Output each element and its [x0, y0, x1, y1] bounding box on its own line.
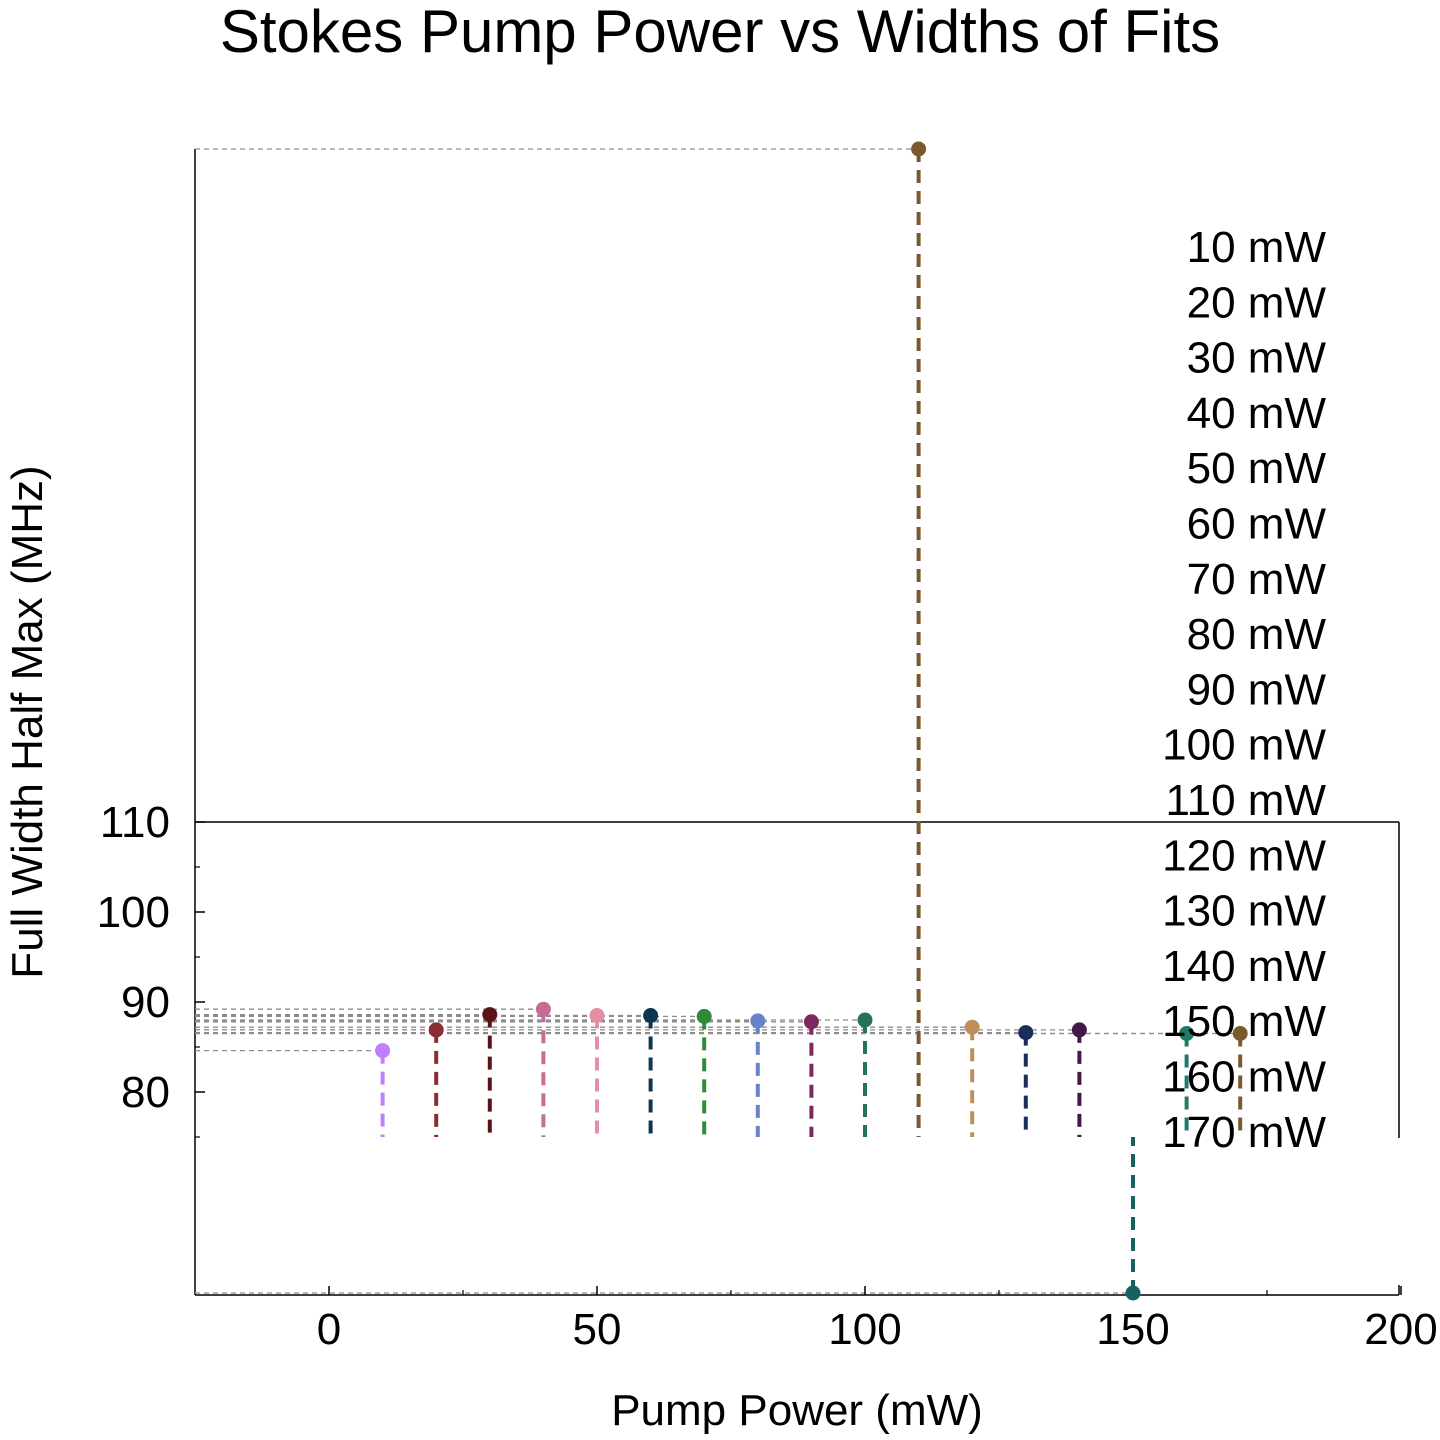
y-tick-label: 90: [121, 978, 170, 1027]
data-points: [375, 141, 1248, 1301]
x-tick-label: 100: [828, 1305, 901, 1354]
legend-entry: 120 mW: [1162, 831, 1326, 880]
data-point: [964, 1019, 980, 1035]
legend-entry: 100 mW: [1162, 721, 1326, 770]
legend-entry: 40 mW: [1187, 389, 1327, 438]
legend-entry: 170 mW: [1162, 1108, 1326, 1157]
x-tick-label: 200: [1364, 1305, 1437, 1354]
data-point: [1018, 1025, 1034, 1041]
legend-entry: 60 mW: [1187, 500, 1327, 549]
data-point: [911, 141, 927, 157]
data-point: [1071, 1022, 1087, 1038]
data-point: [1179, 1026, 1195, 1041]
x-axis-ticks: 0 50 100 150 200: [317, 1286, 1438, 1354]
data-point: [428, 1022, 444, 1038]
legend-entry: 20 mW: [1187, 278, 1327, 327]
legend-entry: 30 mW: [1187, 334, 1327, 383]
legend-entry: 50 mW: [1187, 444, 1327, 493]
data-stems: [380, 149, 1243, 1293]
chart-title: Stokes Pump Power vs Widths of Fits: [220, 0, 1220, 65]
data-point: [375, 1043, 391, 1059]
y-tick-label: 110: [100, 798, 170, 847]
data-point: [535, 1001, 551, 1017]
legend-entry: 140 mW: [1162, 942, 1326, 991]
legend-entry: 150 mW: [1162, 997, 1326, 1046]
data-point: [696, 1008, 712, 1024]
x-axis-label: Pump Power (mW): [611, 1386, 983, 1435]
data-point: [750, 1013, 766, 1029]
legend-entry: 80 mW: [1187, 610, 1327, 659]
data-point: [857, 1012, 873, 1028]
x-tick-label: 0: [317, 1305, 341, 1354]
y-tick-label: 80: [121, 1068, 170, 1117]
legend-entry: 10 mW: [1187, 223, 1327, 272]
guide-lines: [195, 148, 1241, 1294]
data-point: [643, 1008, 659, 1023]
y-axis-label: Full Width Half Max (MHz): [3, 465, 52, 978]
x-tick-label: 50: [573, 1305, 622, 1354]
legend-entry: 160 mW: [1162, 1053, 1326, 1102]
data-point: [482, 1007, 498, 1023]
data-point: [803, 1014, 819, 1030]
legend: 10 mW 20 mW 30 mW 40 mW 50 mW 60 mW 70 mW 80 mW…: [1162, 223, 1326, 1157]
legend-entry: 110 mW: [1165, 776, 1326, 825]
data-point: [1125, 1285, 1141, 1301]
legend-entry: 130 mW: [1162, 887, 1326, 936]
y-tick-label: 100: [97, 888, 170, 937]
legend-entry: 70 mW: [1187, 555, 1327, 604]
y-axis-ticks: 80 90 100 110: [97, 798, 205, 1138]
plot-frame: [194, 149, 1400, 1296]
data-point: [1232, 1026, 1248, 1041]
x-tick-label: 150: [1096, 1305, 1169, 1354]
data-point: [589, 1008, 605, 1023]
legend-entry: 90 mW: [1187, 665, 1327, 714]
